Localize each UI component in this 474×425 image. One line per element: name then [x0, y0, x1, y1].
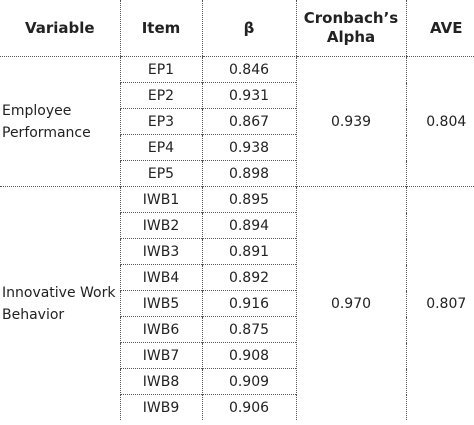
- item-cell: EP5: [119, 160, 202, 187]
- item-cell: EP2: [119, 82, 202, 109]
- row: IWB5 0.916: [0, 290, 474, 317]
- variable-cell: Innovative Work Behavior: [0, 186, 120, 420]
- header-cell: Item: [119, 0, 202, 57]
- item-cell: EP1: [119, 56, 202, 83]
- beta-cell: 0.875: [201, 316, 296, 343]
- item-cell: IWB6: [119, 316, 202, 343]
- alpha-cell: 0.939: [295, 56, 406, 187]
- alpha-cell: 0.970: [295, 186, 406, 420]
- item-cell: IWB9: [119, 394, 202, 420]
- row: IWB4 0.892: [0, 264, 474, 291]
- row: IWB7 0.908: [0, 342, 474, 369]
- variable-cell: Employee Performance: [2, 102, 91, 141]
- item-cell: IWB4: [119, 264, 202, 291]
- beta-cell: 0.846: [201, 56, 296, 83]
- row: Innovative Work Behavior IWB1 0.895 0.970 0.…: [0, 186, 474, 420]
- row: EP2 0.931: [0, 82, 474, 109]
- item-cell: IWB1: [119, 186, 202, 213]
- row: IWB8 0.909: [0, 368, 474, 395]
- item-cell: IWB8: [119, 368, 202, 395]
- row: IWB3 0.891: [0, 238, 474, 265]
- beta-cell: 0.891: [201, 238, 296, 265]
- header-cell: AVE: [405, 0, 474, 57]
- ave-cell: 0.807: [405, 186, 474, 420]
- item-cell: IWB7: [119, 342, 202, 369]
- ave-cell: 0.804: [405, 56, 474, 187]
- beta-cell: 0.906: [201, 394, 296, 420]
- item-cell: IWB3: [119, 238, 202, 265]
- header-cell: Variable: [0, 0, 120, 57]
- item-cell: EP3: [119, 108, 202, 135]
- beta-cell: 0.867: [201, 108, 296, 135]
- header-row: Variable Item β Cronbach’s Alpha AVE: [0, 0, 474, 57]
- beta-cell: 0.898: [201, 160, 296, 187]
- header-cell: Cronbach’s Alpha: [295, 0, 406, 57]
- row: IWB6 0.875: [0, 316, 474, 343]
- beta-cell: 0.909: [201, 368, 296, 395]
- row: Employee Performance EP1 0.846 0.939 0.804: [0, 56, 474, 187]
- beta-cell: 0.895: [201, 186, 296, 213]
- item-cell: EP4: [119, 134, 202, 161]
- row: EP3 0.867: [0, 108, 474, 135]
- row: IWB9 0.906: [0, 394, 474, 420]
- row: EP4 0.938: [0, 134, 474, 161]
- beta-cell: 0.908: [201, 342, 296, 369]
- header-cell: β: [201, 0, 296, 57]
- beta-cell: 0.931: [201, 82, 296, 109]
- beta-cell: 0.938: [201, 134, 296, 161]
- row: EP5 0.898: [0, 160, 474, 187]
- beta-cell: 0.894: [201, 212, 296, 239]
- item-cell: IWB2: [119, 212, 202, 239]
- beta-cell: 0.916: [201, 290, 296, 317]
- row: IWB2 0.894: [0, 212, 474, 239]
- item-cell: IWB5: [119, 290, 202, 317]
- beta-cell: 0.892: [201, 264, 296, 291]
